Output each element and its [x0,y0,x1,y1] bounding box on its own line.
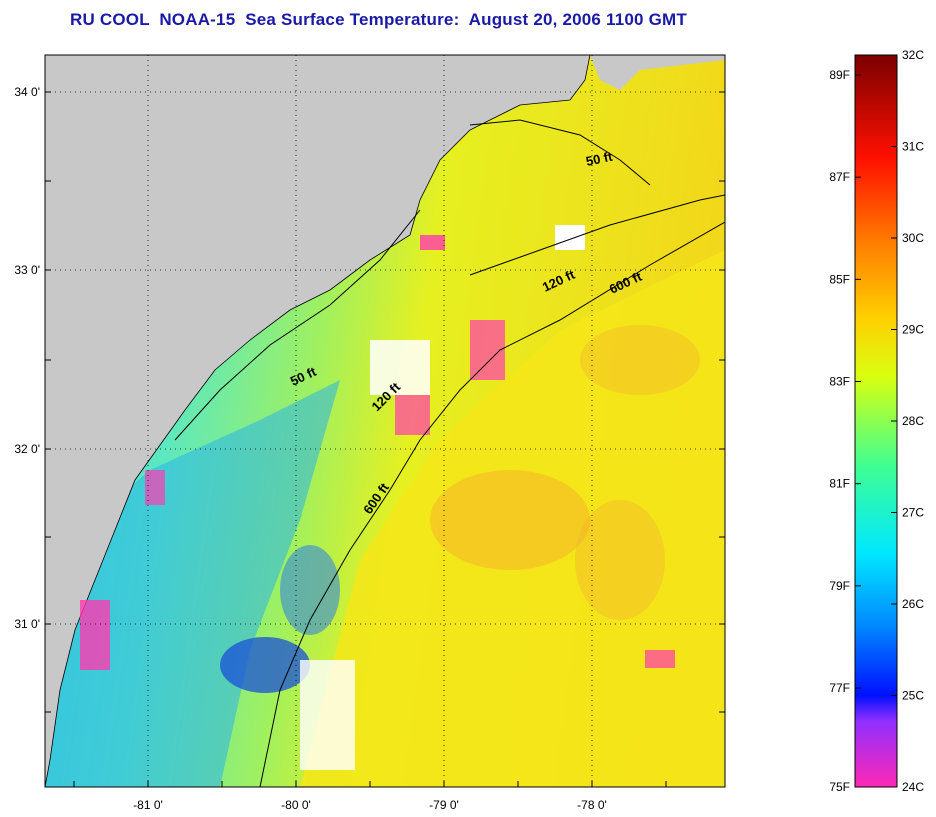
colorbar-celsius-label: 30C [902,231,924,245]
longitude-tick-label: -78 0' [577,798,607,812]
contour-50ft-south [174,209,421,441]
land-mass [45,55,591,787]
latitude-tick-label: 34 0' [14,85,40,99]
colorbar-celsius-label: 29C [902,323,924,337]
graticule [45,55,725,787]
colorbar-celsius-label: 32C [902,48,924,62]
map-panel[interactable]: 50 ft 120 ft 600 ft 50 ft 120 ft 600 ft [45,55,725,787]
colorbar: 89F 87F 85F 83F 81F 79F 77F 75F 32C 31C 30C 29C 28C… [829,48,924,794]
cloud-mask [80,225,675,770]
colorbar-celsius-label: 24C [902,780,924,794]
colorbar-fahrenheit-label: 79F [829,579,850,593]
colorbar-fahrenheit-label: 75F [829,780,850,794]
colorbar-fahrenheit-label: 77F [829,681,850,695]
colorbar-fahrenheit-label: 87F [829,170,850,184]
warm-patch [575,500,665,620]
longitude-tick-label: -81 0' [133,798,163,812]
contour-120ft [469,194,725,276]
warm-patch [580,325,700,395]
cold-water-patch [220,637,310,693]
colorbar-celsius-label: 26C [902,597,924,611]
land-mass-north [590,55,725,90]
latitude-tick-label: 33 0' [14,263,40,277]
contour-label: 50 ft [585,149,615,169]
contour-600ft [259,221,725,787]
cool-coastal-water [45,380,340,787]
latitude-tick-label: 32 0' [14,442,40,456]
colorbar-fahrenheit-label: 83F [829,375,850,389]
map-title: RU COOL NOAA-15 Sea Surface Temperature:… [70,10,687,29]
warm-patch [430,470,590,570]
colorbar-fahrenheit-label: 81F [829,477,850,491]
map-frame [44,54,726,788]
contour-50ft-north [469,119,651,186]
latitude-tick-label: 31 0' [14,617,40,631]
colorbar-scale [854,54,898,788]
colorbar-fahrenheit-label: 89F [829,68,850,82]
colorbar-celsius-label: 28C [902,414,924,428]
colorbar-celsius-label: 25C [902,689,924,703]
cold-water-patch [280,545,340,635]
longitude-tick-label: -79 0' [429,798,459,812]
axis-ticks [45,91,725,787]
colorbar-fahrenheit-label: 85F [829,272,850,286]
colorbar-celsius-label: 31C [902,140,924,154]
colorbar-celsius-label: 27C [902,506,924,520]
longitude-tick-label: -80 0' [281,798,311,812]
